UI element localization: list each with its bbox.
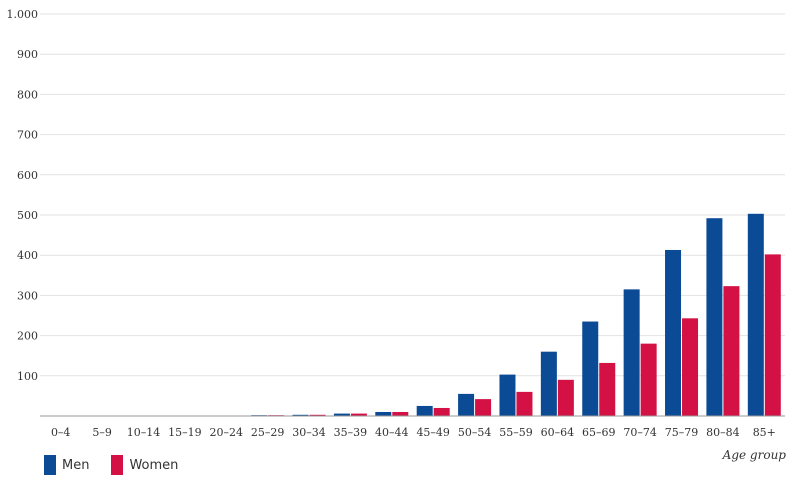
bar-men	[747, 213, 764, 416]
bar-men	[582, 321, 599, 416]
y-tick-label: 600	[17, 169, 38, 182]
x-tick-label: 70–74	[623, 426, 657, 439]
x-tick-label: 85+	[753, 426, 776, 439]
bar-men	[416, 405, 433, 416]
x-tick-label: 50–54	[458, 426, 492, 439]
gridlines	[40, 13, 785, 377]
bar-men	[706, 218, 723, 416]
bar-men	[623, 289, 640, 416]
bar-women	[599, 362, 616, 416]
x-tick-label: 0–4	[51, 426, 71, 439]
x-tick-label: 10–14	[127, 426, 161, 439]
bar-men	[499, 374, 516, 416]
bars	[168, 213, 781, 416]
legend-label-men: Men	[62, 457, 90, 473]
x-axis-labels: 0–4 5–9 10–14 15–19 20–24 25–29 30–34 35–39 40–4…	[51, 426, 776, 439]
x-tick-label: 75–79	[665, 426, 699, 439]
bar-women	[682, 318, 699, 416]
bar-women	[723, 286, 740, 416]
y-tick-label: 300	[17, 289, 38, 302]
y-tick-label: 500	[17, 209, 38, 222]
bar-women	[309, 414, 326, 416]
x-tick-label: 45–49	[416, 426, 450, 439]
bar-women	[392, 411, 409, 416]
x-tick-label: 35–39	[334, 426, 368, 439]
x-tick-label: 80–84	[706, 426, 740, 439]
x-tick-label: 25–29	[251, 426, 285, 439]
bar-women	[433, 407, 450, 416]
bar-men	[333, 413, 350, 416]
x-axis-title: Age group	[722, 448, 787, 462]
x-tick-label: 40–44	[375, 426, 409, 439]
bar-men	[458, 393, 475, 416]
legend-item-men: Men	[44, 455, 89, 475]
bar-women	[640, 343, 657, 416]
y-tick-label: 1.000	[7, 8, 39, 21]
bar-men	[375, 411, 392, 416]
x-tick-label: 55–59	[499, 426, 533, 439]
legend-label-women: Women	[129, 457, 179, 473]
y-tick-label: 100	[17, 370, 38, 383]
x-tick-label: 15–19	[168, 426, 202, 439]
bar-women	[557, 379, 574, 416]
y-tick-label: 900	[17, 48, 38, 61]
bar-men	[540, 351, 557, 416]
x-tick-label: 65–69	[582, 426, 616, 439]
bar-women	[475, 399, 492, 416]
x-tick-label: 5–9	[92, 426, 112, 439]
y-axis-ticks: 100 200 300 400 500 600 700 800 900 1.000	[7, 8, 39, 383]
bar-women	[764, 254, 781, 416]
x-tick-label: 30–34	[292, 426, 326, 439]
y-tick-label: 200	[17, 330, 38, 343]
x-tick-label: 20–24	[210, 426, 244, 439]
y-tick-label: 800	[17, 88, 38, 101]
bar-men	[665, 249, 682, 416]
legend-swatch-women	[111, 455, 124, 475]
legend: Men Women	[44, 455, 200, 475]
y-tick-label: 400	[17, 249, 38, 262]
x-tick-label: 60–64	[541, 426, 575, 439]
legend-swatch-men	[44, 455, 56, 475]
y-tick-label: 700	[17, 129, 38, 142]
bar-women	[516, 391, 533, 416]
bar-men	[292, 414, 309, 416]
bar-women	[350, 413, 367, 416]
legend-item-women: Women	[111, 455, 178, 475]
